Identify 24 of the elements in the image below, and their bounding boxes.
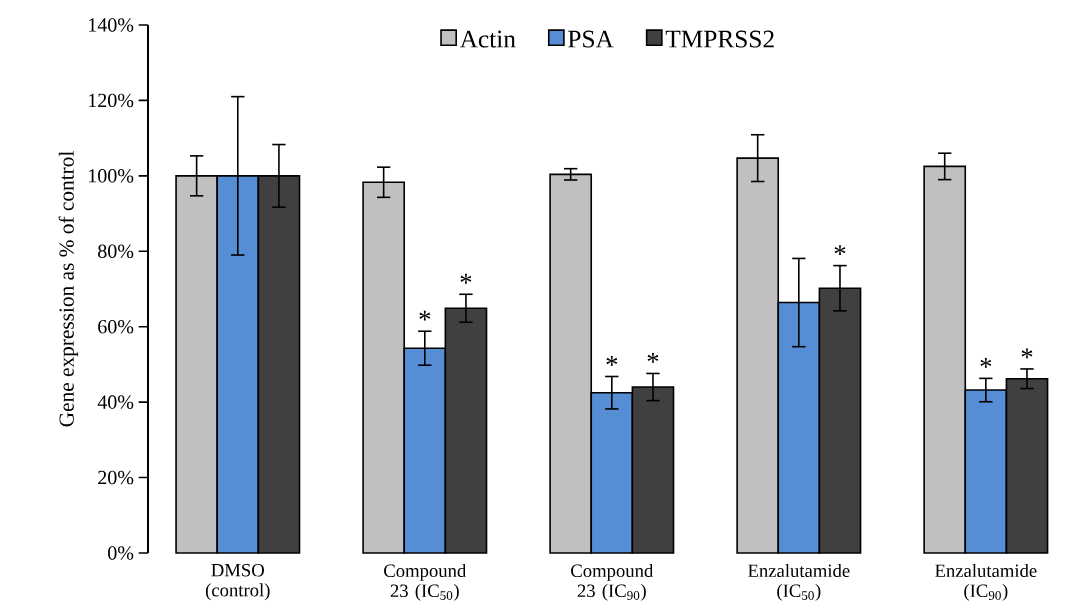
y-tick-label: 20% [98, 470, 134, 485]
y-tick-label: 0% [108, 546, 134, 560]
x-tick-label: Enzalutamide (IC$_{90}$) [935, 563, 1037, 601]
y-tick-label: 140% [89, 18, 134, 32]
data-label: * [834, 245, 846, 255]
y-axis-title: Gene expression as % of control [58, 151, 79, 427]
y-tick-label: 40% [97, 395, 134, 409]
data-label: * [419, 310, 431, 321]
data-label: * [606, 356, 618, 366]
y-tick-label: 80% [98, 244, 134, 259]
y-tick-label: 120% [89, 93, 134, 108]
x-tick-label: Enzalutamide (IC$_{50}$) [748, 563, 850, 601]
data-label: * [460, 273, 472, 284]
x-tick-label: Compound 23 (IC$_{90}$) [571, 563, 654, 601]
legend-label: TMPRSS2 [665, 30, 774, 48]
data-label: * [980, 357, 992, 368]
data-label: * [647, 353, 659, 363]
y-tick-label: 100% [89, 169, 134, 183]
y-tick-label: 60% [98, 319, 134, 334]
data-label: * [1021, 348, 1033, 359]
legend-label: Actin [459, 30, 516, 48]
x-tick-label: DMSO (control) [205, 563, 270, 601]
legend-label: PSA [568, 30, 614, 48]
x-tick-label: Compound 23 (IC$_{50}$) [384, 563, 467, 601]
